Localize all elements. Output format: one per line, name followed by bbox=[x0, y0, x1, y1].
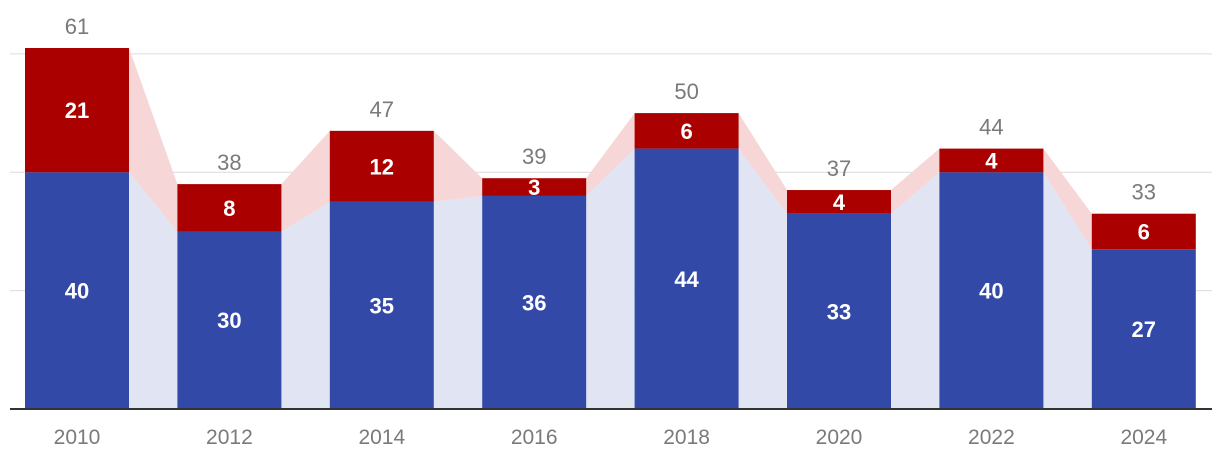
total-label: 61 bbox=[65, 14, 89, 39]
value-label-upper: 6 bbox=[680, 119, 692, 144]
total-label: 33 bbox=[1132, 180, 1156, 205]
total-label: 44 bbox=[979, 115, 1003, 140]
bar-lower bbox=[482, 195, 587, 409]
bar-lower bbox=[177, 231, 282, 409]
total-label: 38 bbox=[217, 150, 241, 175]
x-tick-label: 2014 bbox=[358, 426, 405, 449]
bar-upper bbox=[482, 178, 587, 196]
bar-lower bbox=[939, 172, 1044, 409]
connector-band-upper bbox=[1043, 148, 1092, 250]
bar-upper bbox=[25, 48, 129, 173]
data-labels: 4021613083835124736339446503343740444276… bbox=[65, 14, 1156, 342]
total-label: 47 bbox=[370, 97, 394, 122]
x-tick-label: 2010 bbox=[54, 426, 101, 449]
connector-band-lower bbox=[433, 195, 483, 409]
connector-band-lower bbox=[129, 172, 178, 409]
x-tick-label: 2020 bbox=[816, 426, 863, 449]
bar-upper bbox=[1091, 213, 1196, 250]
connector-band-upper bbox=[129, 48, 178, 232]
value-label-upper: 3 bbox=[528, 175, 540, 200]
value-label-upper: 4 bbox=[833, 190, 846, 215]
value-label-lower: 27 bbox=[1132, 317, 1156, 342]
x-tick-label: 2024 bbox=[1120, 426, 1167, 449]
x-tick-label: 2012 bbox=[206, 426, 253, 449]
bar-lower bbox=[1091, 249, 1196, 409]
connector-bands bbox=[129, 48, 1092, 409]
value-label-lower: 40 bbox=[979, 279, 1003, 304]
connector-band-upper bbox=[738, 113, 787, 214]
value-label-upper: 8 bbox=[223, 196, 235, 221]
connector-band-upper bbox=[586, 113, 635, 196]
bar-lower bbox=[329, 201, 434, 409]
value-label-upper: 4 bbox=[985, 148, 998, 173]
bar-lower bbox=[25, 172, 129, 409]
x-tick-label: 2018 bbox=[663, 426, 710, 449]
bar-upper bbox=[634, 113, 739, 149]
x-axis: 2010 2012 2014 2016 2018 2020 2022 2024 bbox=[10, 408, 1212, 449]
x-tick-label: 2022 bbox=[968, 426, 1015, 449]
x-tick-label: 2016 bbox=[511, 426, 558, 449]
connector-band-upper bbox=[891, 148, 940, 214]
bar-upper bbox=[329, 130, 434, 202]
connector-band-upper bbox=[281, 130, 330, 232]
connector-band-upper bbox=[433, 130, 483, 202]
bar-upper bbox=[787, 190, 891, 214]
bars bbox=[25, 48, 1196, 409]
bar-upper bbox=[177, 184, 282, 232]
connector-band-lower bbox=[891, 172, 940, 409]
connector-band-lower bbox=[281, 201, 330, 409]
value-label-upper: 12 bbox=[370, 154, 394, 179]
value-label-lower: 35 bbox=[370, 293, 394, 318]
total-label: 39 bbox=[522, 144, 546, 169]
value-label-upper: 6 bbox=[1138, 219, 1150, 244]
connector-band-lower bbox=[738, 148, 787, 409]
value-label-lower: 30 bbox=[217, 308, 241, 333]
bar-upper bbox=[939, 148, 1044, 173]
total-label: 50 bbox=[674, 79, 698, 104]
value-label-lower: 44 bbox=[674, 267, 699, 292]
value-label-upper: 21 bbox=[65, 98, 89, 123]
total-label: 37 bbox=[827, 156, 851, 181]
connector-band-lower bbox=[586, 148, 635, 409]
bar-lower bbox=[787, 213, 891, 409]
value-label-lower: 36 bbox=[522, 290, 546, 315]
connector-band-lower bbox=[1043, 172, 1092, 409]
bar-lower bbox=[634, 148, 739, 409]
value-label-lower: 40 bbox=[65, 279, 89, 304]
value-label-lower: 33 bbox=[827, 299, 851, 324]
